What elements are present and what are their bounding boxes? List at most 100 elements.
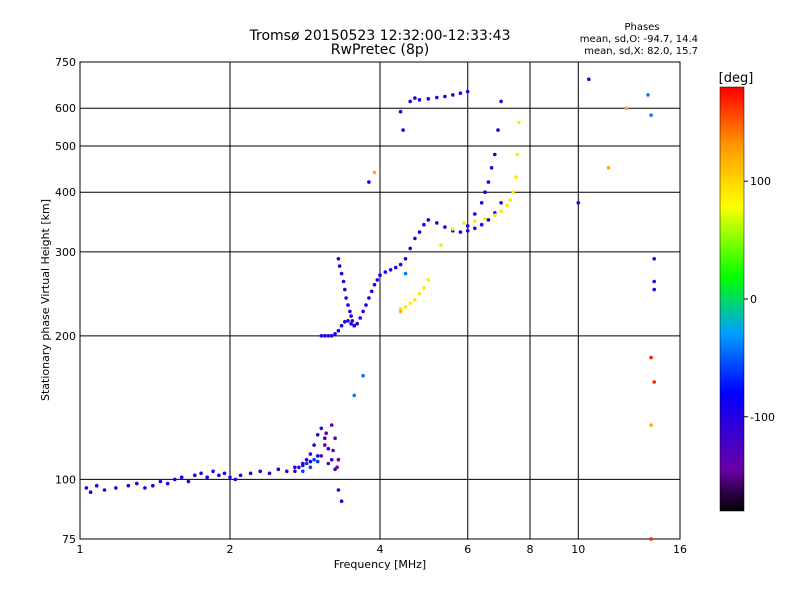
data-point	[315, 454, 320, 458]
data-point	[228, 475, 232, 480]
data-point	[517, 120, 521, 125]
y-tick-label: 750	[55, 56, 76, 69]
data-point	[349, 314, 353, 318]
data-point	[624, 106, 629, 110]
data-point	[84, 486, 89, 490]
data-point	[398, 306, 403, 311]
data-point	[465, 89, 470, 94]
data-point	[486, 218, 491, 222]
colorbar	[719, 86, 745, 512]
data-point	[323, 443, 327, 447]
x-axis-label: Frequency [MHz]	[334, 558, 426, 571]
data-point	[346, 303, 350, 307]
data-point	[344, 296, 348, 300]
chart-title: Tromsø 20150523 12:32:00-12:33:43	[249, 28, 511, 44]
data-point	[367, 180, 371, 184]
data-point	[94, 483, 99, 488]
data-point	[649, 423, 653, 427]
y-tick-label: 75	[62, 533, 76, 546]
data-points	[84, 77, 656, 541]
data-point	[333, 436, 337, 441]
data-point	[652, 279, 656, 284]
data-point	[248, 471, 253, 476]
data-point	[329, 334, 334, 338]
data-point	[403, 305, 408, 309]
data-point	[372, 170, 377, 175]
data-point	[576, 201, 581, 205]
data-point	[375, 278, 380, 282]
data-point	[499, 99, 503, 104]
data-point	[367, 296, 371, 300]
x-tick-label: 1	[77, 543, 84, 556]
data-point	[304, 461, 309, 466]
phases-o-stats: mean, sd,O: -94.7, 14.4	[580, 34, 698, 45]
x-tick-label: 4	[377, 543, 384, 556]
data-point	[258, 469, 263, 474]
data-point	[88, 490, 93, 495]
data-point	[388, 268, 393, 272]
data-point	[505, 203, 510, 208]
data-point	[458, 230, 463, 234]
data-point	[308, 452, 313, 456]
data-point	[165, 481, 170, 486]
data-point	[398, 309, 403, 314]
data-point	[348, 309, 352, 314]
y-axis: 75 100 200 300 400 500 600 750	[55, 56, 76, 546]
data-point	[304, 457, 309, 462]
data-point	[493, 152, 497, 157]
data-point	[483, 216, 487, 221]
data-point	[315, 459, 320, 464]
data-point	[329, 423, 334, 427]
data-point	[398, 109, 403, 114]
data-point	[308, 465, 313, 470]
data-point	[346, 319, 350, 323]
y-axis-label: Stationary phase Virtual Height [km]	[39, 199, 52, 401]
data-point	[473, 226, 477, 231]
data-point	[649, 537, 653, 541]
data-point	[496, 128, 500, 132]
data-point	[158, 479, 163, 484]
data-point	[151, 483, 155, 488]
data-point	[514, 175, 518, 179]
data-point	[336, 457, 341, 462]
data-point	[483, 190, 487, 194]
data-point	[222, 471, 227, 476]
colorbar-ticks: 100 0 -100	[744, 175, 775, 424]
phases-x-stats: mean, sd,X: 82.0, 15.7	[584, 46, 698, 57]
data-point	[179, 475, 184, 480]
data-point	[323, 334, 327, 338]
data-point	[511, 190, 515, 194]
data-point	[267, 471, 272, 476]
data-point	[451, 227, 455, 231]
data-point	[329, 457, 334, 462]
data-point	[398, 262, 403, 267]
data-point	[135, 481, 139, 486]
data-point	[486, 180, 491, 184]
data-point	[285, 469, 289, 474]
colorbar-tick-label: 100	[750, 175, 771, 188]
y-tick-label: 400	[55, 186, 76, 199]
data-point	[462, 221, 466, 225]
data-point	[403, 271, 408, 276]
data-point	[350, 319, 355, 323]
data-point	[326, 461, 331, 466]
data-point	[646, 93, 650, 97]
data-point	[331, 448, 335, 453]
data-point	[343, 287, 347, 292]
data-point	[451, 93, 455, 97]
data-point	[403, 257, 408, 261]
data-point	[211, 469, 215, 474]
data-point	[323, 436, 327, 441]
data-point	[337, 264, 342, 268]
data-point	[326, 446, 331, 451]
data-point	[369, 289, 374, 294]
data-point	[238, 473, 243, 478]
data-point	[333, 332, 337, 336]
data-point	[352, 323, 357, 328]
data-point	[217, 473, 221, 478]
data-point	[473, 219, 477, 223]
colorbar-tick-label: -100	[750, 411, 775, 424]
data-point	[297, 465, 301, 470]
data-point	[417, 98, 422, 102]
data-point	[458, 91, 463, 95]
